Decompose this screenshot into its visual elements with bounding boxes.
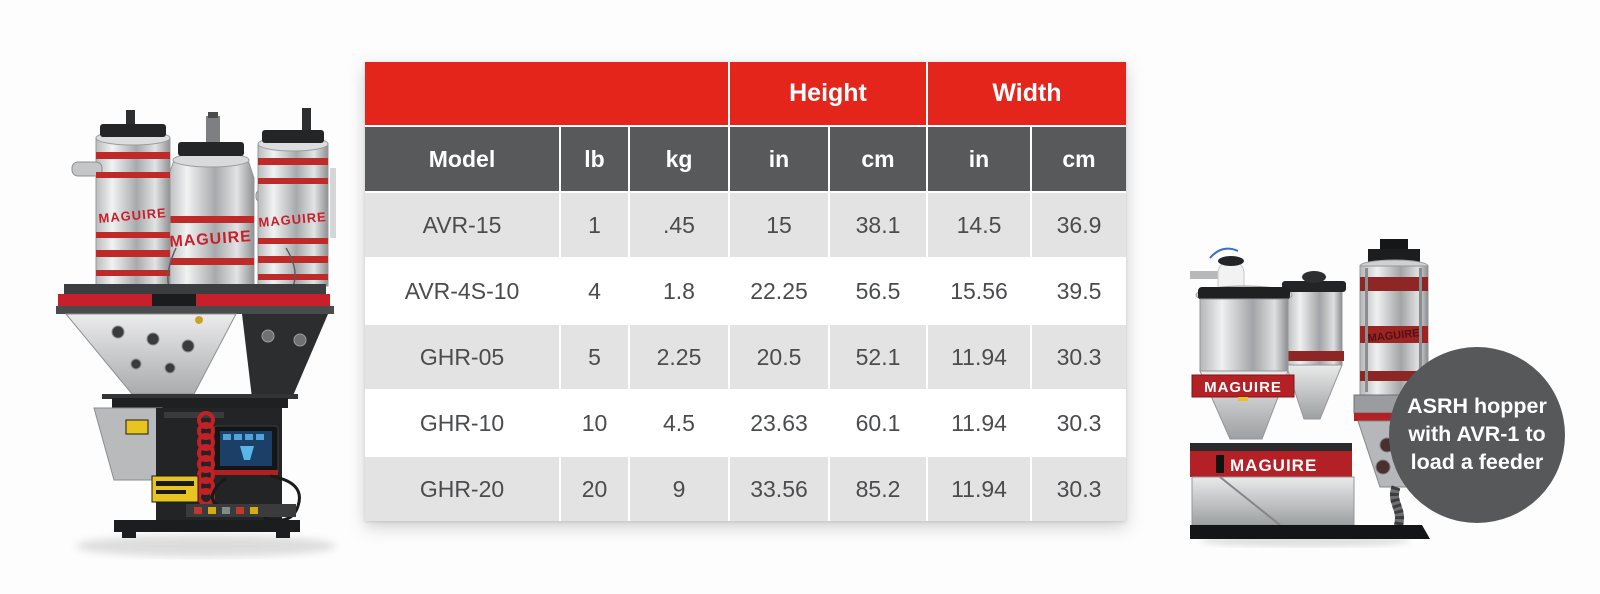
- table-cell: 38.1: [830, 193, 926, 257]
- group-header-width: Width: [928, 62, 1126, 125]
- table-cell: 22.25: [730, 259, 828, 323]
- table-cell: 36.9: [1032, 193, 1126, 257]
- table-cell: .45: [630, 193, 728, 257]
- callout-badge: ASRH hopper with AVR-1 to load a feeder: [1389, 347, 1565, 523]
- brand-label-loader: MAGUIRE: [1367, 327, 1420, 344]
- table-cell: 56.5: [830, 259, 926, 323]
- table-cell: GHR-10: [365, 391, 559, 455]
- table-cell: 2.25: [630, 325, 728, 389]
- table-cell: 30.3: [1032, 325, 1126, 389]
- table-cell: 1: [561, 193, 628, 257]
- spec-table: Height Width Model lb kg in cm in cm AVR…: [365, 62, 1126, 521]
- table-cell: 60.1: [830, 391, 926, 455]
- column-header-width-cm: cm: [1032, 127, 1126, 191]
- table-cell: 52.1: [830, 325, 926, 389]
- callout-line-1: ASRH hopper: [1407, 394, 1547, 419]
- table-cell: 5: [561, 325, 628, 389]
- brand-label-middle-hopper: MAGUIRE: [169, 228, 253, 251]
- table-cell: 30.3: [1032, 391, 1126, 455]
- table-cell: 39.5: [1032, 259, 1126, 323]
- left-machine-photo: MAGUIRE MAGUIRE MAGUIRE: [56, 98, 348, 568]
- table-cell: 11.94: [928, 391, 1030, 455]
- column-header-kg: kg: [630, 127, 728, 191]
- table-cell: 33.56: [730, 457, 828, 521]
- table-cell: 20: [561, 457, 628, 521]
- table-cell: 10: [561, 391, 628, 455]
- table-cell: 1.8: [630, 259, 728, 323]
- table-cell: AVR-4S-10: [365, 259, 559, 323]
- callout-line-2: with AVR-1 to: [1408, 422, 1546, 447]
- column-header-height-in: in: [730, 127, 828, 191]
- table-cell: 11.94: [928, 325, 1030, 389]
- brand-label-right-hopper: MAGUIRE: [258, 209, 327, 230]
- table-cell: GHR-20: [365, 457, 559, 521]
- group-header-height: Height: [730, 62, 926, 125]
- group-header-blank: [365, 62, 728, 125]
- blender-illustration: MAGUIRE MAGUIRE MAGUIRE: [56, 108, 336, 557]
- table-cell: 14.5: [928, 193, 1030, 257]
- callout-line-3: load a feeder: [1410, 449, 1544, 474]
- table-cell: 11.94: [928, 457, 1030, 521]
- table-cell: 85.2: [830, 457, 926, 521]
- column-header-width-in: in: [928, 127, 1030, 191]
- table-cell: 23.63: [730, 391, 828, 455]
- table-cell: 15.56: [928, 259, 1030, 323]
- brand-label-front-hopper: MAGUIRE: [1204, 379, 1282, 396]
- hopper-loader-illustration: MAGUIRE MAGUIRE MAGUIRE: [1190, 239, 1435, 547]
- table-cell: 4.5: [630, 391, 728, 455]
- table-cell: 20.5: [730, 325, 828, 389]
- column-header-lb: lb: [561, 127, 628, 191]
- table-cell: GHR-05: [365, 325, 559, 389]
- column-header-height-cm: cm: [830, 127, 926, 191]
- table-cell: 30.3: [1032, 457, 1126, 521]
- column-header-model: Model: [365, 127, 559, 191]
- right-machine-photo: MAGUIRE MAGUIRE MAGUIRE: [1190, 233, 1437, 548]
- brand-label-left-hopper: MAGUIRE: [98, 205, 167, 226]
- brand-label-cabinet: MAGUIRE: [1230, 456, 1317, 475]
- table-cell: 4: [561, 259, 628, 323]
- table-cell: AVR-15: [365, 193, 559, 257]
- table-cell: 9: [630, 457, 728, 521]
- table-cell: 15: [730, 193, 828, 257]
